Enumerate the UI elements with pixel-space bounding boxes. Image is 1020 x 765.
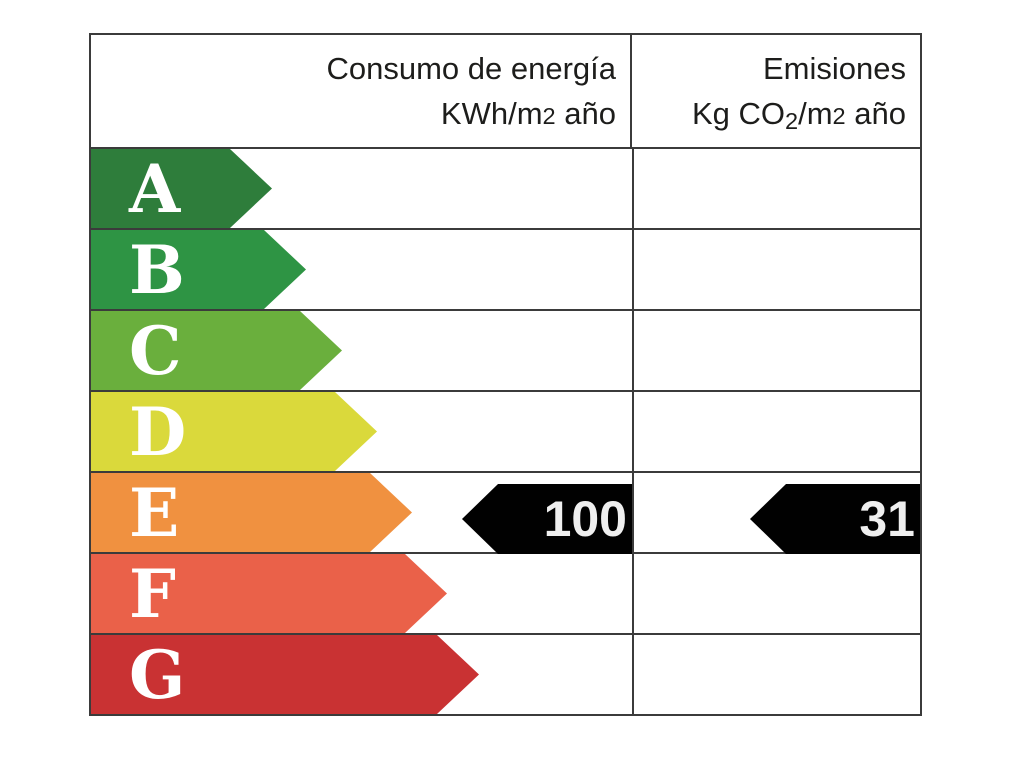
rating-bar-d: D	[91, 392, 377, 471]
rating-bar-c: C	[91, 311, 342, 390]
rating-cell-emissions-e: 31	[634, 473, 920, 554]
rating-cell-emissions-g	[634, 635, 920, 714]
emissions-value-arrow: 31	[750, 484, 920, 554]
consumption-value-arrow: 100	[462, 484, 632, 554]
co2-subscript: 2	[785, 108, 799, 135]
m2-exponent: 2	[832, 103, 846, 129]
consumption-column-header: Consumo de energía KWh/m2 año	[91, 35, 632, 147]
rating-bar-e: E	[91, 473, 412, 552]
rating-row-f: F	[91, 552, 920, 633]
rating-cell-consumption-g: G	[91, 635, 634, 714]
rating-cell-emissions-c	[634, 311, 920, 390]
rating-cell-consumption-e: E 100	[91, 473, 634, 554]
consumption-value: 100	[543, 491, 627, 547]
emissions-column-header: Emisiones Kg CO2/m2 año	[632, 35, 920, 147]
rating-cell-consumption-c: C	[91, 311, 634, 390]
consumption-header-line1: Consumo de energía	[326, 51, 616, 86]
rating-cell-consumption-b: B	[91, 230, 634, 309]
rating-cell-emissions-d	[634, 392, 920, 471]
rating-row-g: G	[91, 633, 920, 714]
rating-cell-consumption-d: D	[91, 392, 634, 471]
rating-cell-consumption-f: F	[91, 554, 634, 633]
m2-exponent: 2	[542, 103, 556, 129]
rating-cell-consumption-a: A	[91, 149, 634, 228]
rating-row-b: B	[91, 228, 920, 309]
rating-cell-emissions-f	[634, 554, 920, 633]
rating-row-e: E 100 31	[91, 471, 920, 554]
rating-letter-b: B	[129, 230, 185, 309]
table-header-row: Consumo de energía KWh/m2 año Emisiones …	[91, 35, 920, 147]
rating-letter-e: E	[129, 473, 180, 552]
emissions-header-line1: Emisiones	[763, 51, 906, 86]
rating-letter-g: G	[129, 635, 186, 714]
rating-row-c: C	[91, 309, 920, 390]
rating-bar-b: B	[91, 230, 306, 309]
rating-cell-emissions-b	[634, 230, 920, 309]
emissions-header-line2: Kg CO2/m2 año	[691, 96, 906, 135]
rating-bar-f: F	[91, 554, 447, 633]
rating-letter-c: C	[129, 311, 182, 390]
rating-bar-g: G	[91, 635, 479, 714]
emissions-value: 31	[859, 491, 915, 547]
rating-bar-a: A	[91, 149, 272, 228]
rating-cell-emissions-a	[634, 149, 920, 228]
consumption-header-line2: KWh/m2 año	[440, 96, 616, 131]
energy-rating-table: Consumo de energía KWh/m2 año Emisiones …	[89, 33, 922, 716]
rating-letter-d: D	[129, 392, 187, 471]
rating-row-a: A	[91, 147, 920, 228]
rating-letter-f: F	[129, 554, 176, 633]
rating-letter-a: A	[129, 149, 181, 228]
rating-row-d: D	[91, 390, 920, 471]
